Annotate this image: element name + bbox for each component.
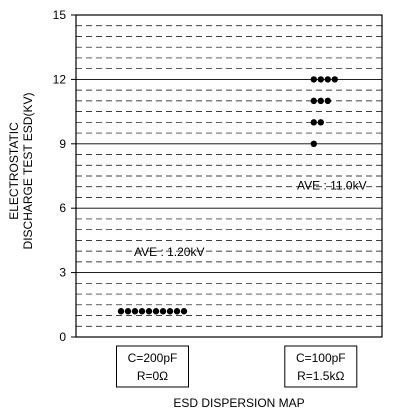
data-point	[131, 308, 139, 315]
data-point	[310, 119, 317, 126]
y-tick-label: 3	[59, 266, 66, 280]
y-tick-label: 12	[53, 72, 67, 86]
data-point	[180, 308, 188, 315]
annotations: AVE : 1.20kV AVE : 11.0kV	[134, 179, 367, 260]
data-point	[138, 308, 146, 315]
data-point	[310, 76, 317, 83]
category-labels: C=200pF R=0Ω C=100pF R=1.5kΩ	[116, 345, 358, 388]
data-point	[124, 308, 132, 315]
data-point	[317, 119, 324, 126]
data-point	[173, 308, 181, 315]
data-point	[324, 97, 331, 105]
average-annotation-c100: AVE : 11.0kV	[297, 179, 367, 193]
category-label-line-1: C=200pF	[128, 351, 178, 365]
y-tick-label: 15	[53, 8, 67, 22]
y-axis-ticks: 0 3 6 9 12 15	[53, 8, 76, 344]
y-axis-label-line-2: DISCHARGE TEST ESD(KV)	[21, 93, 35, 250]
data-point	[145, 308, 153, 315]
data-points	[117, 76, 338, 315]
category-box	[116, 345, 189, 388]
data-point	[152, 308, 160, 315]
data-point	[117, 308, 125, 315]
data-point	[331, 76, 338, 83]
y-tick-label: 0	[59, 330, 66, 344]
data-point	[159, 308, 167, 315]
data-point	[317, 76, 324, 83]
y-tick-label: 9	[59, 137, 66, 151]
x-axis-label: ESD DISPERSION MAP	[173, 396, 304, 410]
average-annotation-c200: AVE : 1.20kV	[134, 245, 204, 259]
category-box	[284, 345, 358, 388]
category-label-line-2: R=0Ω	[137, 369, 168, 383]
y-tick-label: 6	[59, 201, 66, 215]
data-point	[310, 140, 317, 147]
y-axis-label-line-1: ELECTROSTATIC	[7, 122, 21, 220]
category-label-line-2: R=1.5kΩ	[297, 369, 344, 383]
data-point	[324, 76, 331, 83]
data-point	[166, 308, 174, 315]
data-point	[317, 97, 324, 105]
plot-area-frame	[75, 14, 383, 338]
grid-lines	[76, 25, 382, 327]
category-label-line-1: C=100pF	[296, 351, 346, 365]
data-point	[310, 97, 317, 105]
